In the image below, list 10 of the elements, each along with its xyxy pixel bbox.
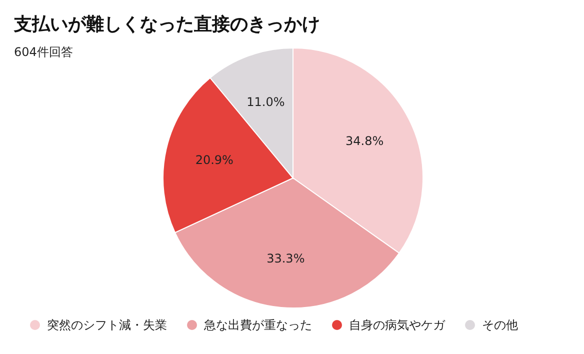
legend-label: 自身の病気やケガ <box>349 318 446 332</box>
legend-label: 突然のシフト減・失業 <box>47 318 167 332</box>
chart-title: 支払いが難しくなった直接のきっかけ <box>13 14 320 35</box>
legend-label: その他 <box>482 318 518 332</box>
legend-label: 急な出費が重なった <box>203 318 312 332</box>
data-label: 34.8% <box>346 134 384 148</box>
data-label: 33.3% <box>266 251 305 266</box>
data-label: 11.0% <box>246 95 285 110</box>
data-label: 20.9% <box>195 153 234 168</box>
chart-subtitle: 604件回答 <box>14 45 73 59</box>
